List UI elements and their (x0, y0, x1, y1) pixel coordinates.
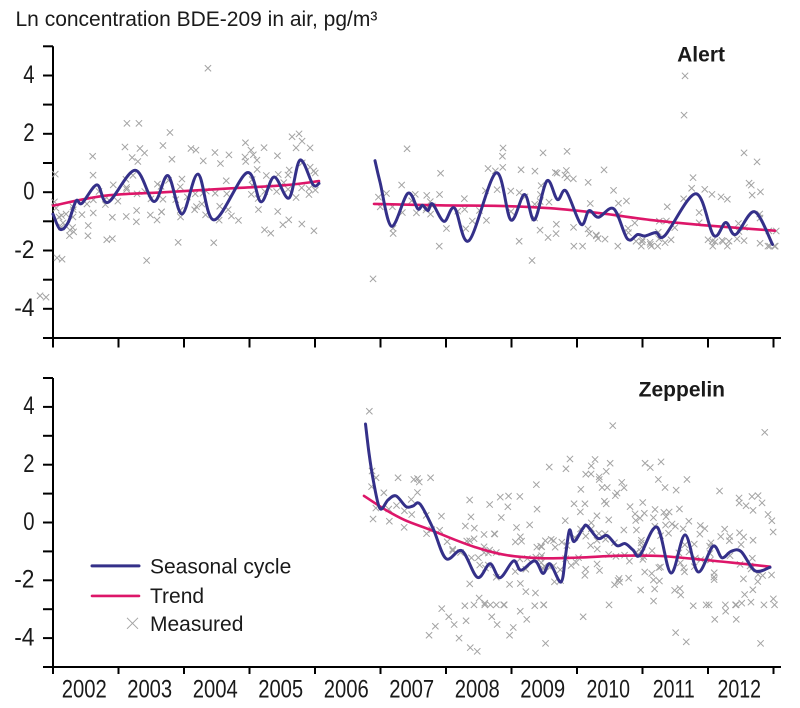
svg-text:-4: -4 (14, 623, 34, 651)
svg-text:Seasonal cycle: Seasonal cycle (150, 556, 291, 579)
svg-text:Alert: Alert (677, 44, 725, 67)
svg-text:2: 2 (23, 450, 34, 478)
svg-text:2010: 2010 (587, 676, 631, 704)
svg-text:2005: 2005 (258, 676, 303, 704)
svg-text:Measured: Measured (150, 613, 243, 636)
svg-text:2004: 2004 (193, 676, 238, 704)
svg-text:2003: 2003 (127, 676, 172, 704)
svg-text:2008: 2008 (455, 676, 500, 704)
svg-text:0: 0 (23, 508, 34, 536)
svg-text:Ln concentration BDE-209 in ai: Ln concentration BDE-209 in air, pg/m³ (16, 8, 378, 31)
svg-text:-4: -4 (14, 294, 34, 322)
svg-text:4: 4 (23, 61, 34, 89)
svg-text:2006: 2006 (324, 676, 369, 704)
svg-text:4: 4 (23, 392, 34, 420)
svg-text:2009: 2009 (520, 676, 565, 704)
svg-text:0: 0 (23, 178, 34, 206)
svg-text:2002: 2002 (62, 676, 107, 704)
svg-text:2: 2 (23, 119, 34, 147)
svg-text:2007: 2007 (389, 676, 434, 704)
svg-text:-2: -2 (14, 236, 34, 264)
svg-text:2012: 2012 (718, 676, 762, 704)
svg-text:-2: -2 (14, 566, 34, 594)
svg-text:Trend: Trend (150, 585, 204, 608)
svg-text:2011: 2011 (653, 676, 695, 704)
svg-text:Zeppelin: Zeppelin (639, 379, 725, 402)
